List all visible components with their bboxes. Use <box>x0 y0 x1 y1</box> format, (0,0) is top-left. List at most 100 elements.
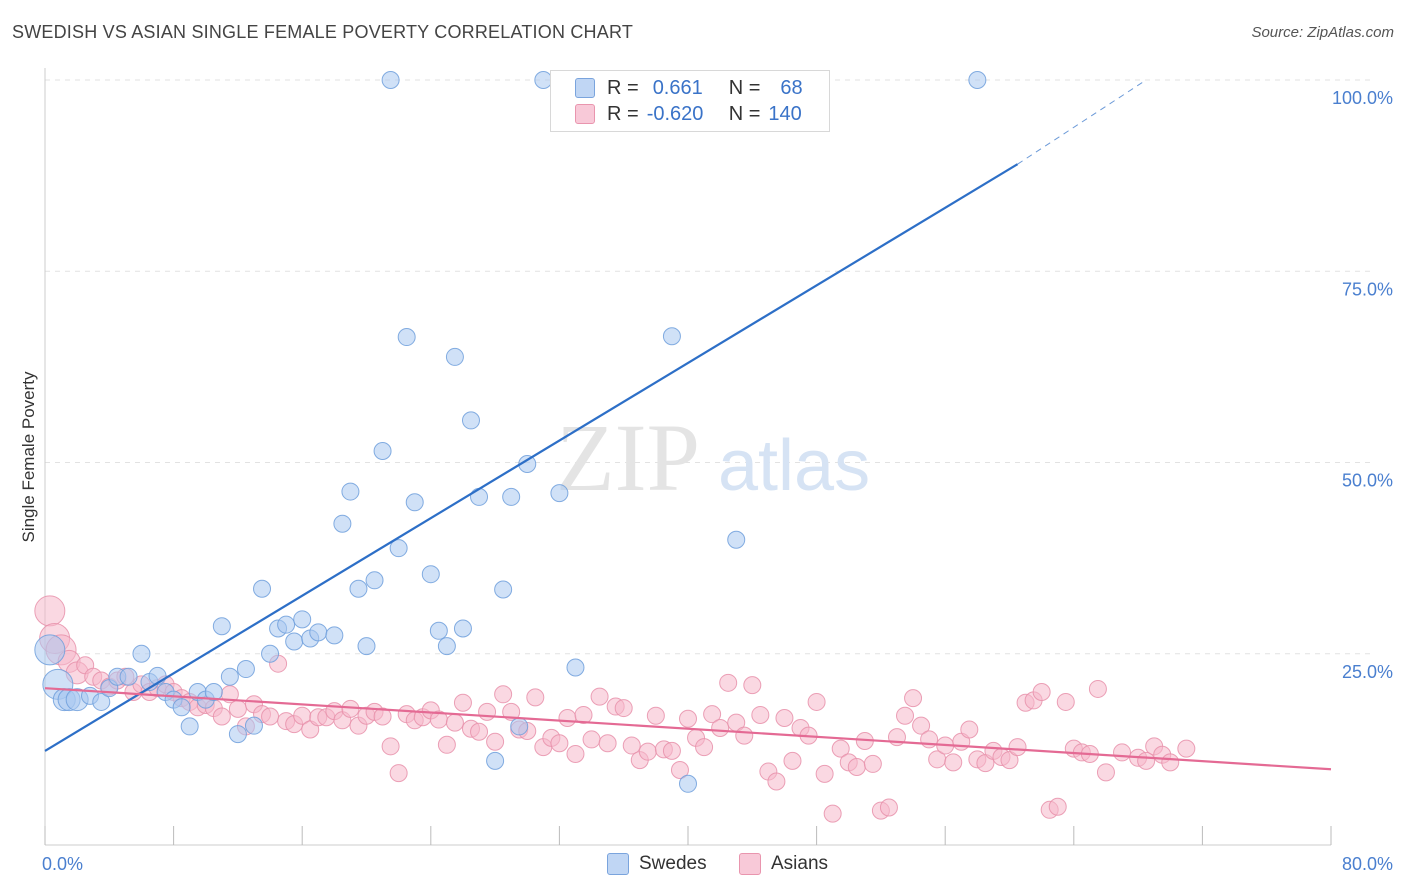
data-point <box>727 530 746 549</box>
data-point <box>244 716 263 735</box>
data-point <box>526 688 545 707</box>
data-point <box>614 699 633 718</box>
data-point <box>695 738 714 757</box>
data-point <box>119 667 138 686</box>
x-tick-label: 0.0% <box>42 854 83 874</box>
bottom-legend-label-swedes: Swedes <box>639 853 707 874</box>
data-point <box>277 615 296 634</box>
data-point <box>679 709 697 728</box>
data-point <box>389 764 408 783</box>
bottom-legend-label-asians: Asians <box>771 853 829 874</box>
data-point <box>349 579 368 598</box>
tick-labels: 100.0% 75.0% 50.0% 25.0% 0.0% 80.0% Single Fem… <box>19 88 1393 874</box>
data-point <box>566 744 585 763</box>
data-point <box>751 705 770 724</box>
legend-n-label: N = <box>728 102 761 125</box>
trend-line-swedes <box>44 163 1019 752</box>
data-point <box>453 693 472 712</box>
bottom-legend-asians: Asians <box>739 852 828 876</box>
data-point <box>566 658 585 677</box>
data-point <box>912 716 931 735</box>
watermark-zip: ZIP <box>556 404 700 511</box>
data-point <box>767 772 786 791</box>
data-point <box>180 717 199 736</box>
trend-lines <box>44 79 1332 771</box>
data-point <box>389 539 408 558</box>
data-point <box>437 637 456 656</box>
legend: R = 0.661 N = 68 R = -0.620 N = 140 <box>550 70 830 132</box>
data-point <box>502 487 521 506</box>
data-point <box>1113 743 1132 762</box>
data-point <box>944 753 963 772</box>
data-point <box>373 442 392 461</box>
y-tick-label: 25.0% <box>1342 662 1393 682</box>
legend-r-label: R = <box>607 102 639 125</box>
data-point <box>1161 753 1180 772</box>
legend-n-value: 140 <box>768 102 802 125</box>
grid-lines <box>45 79 1371 655</box>
bottom-legend-swatch-asians <box>739 853 761 875</box>
data-point <box>638 742 657 761</box>
data-point <box>831 739 850 758</box>
data-point <box>582 730 601 749</box>
data-point <box>711 718 730 737</box>
data-point <box>679 774 697 793</box>
data-point <box>815 764 834 783</box>
data-point <box>904 689 923 708</box>
legend-swatch-asians <box>575 104 595 124</box>
data-point <box>558 709 577 728</box>
data-point <box>1088 679 1107 698</box>
watermark: ZIP atlas <box>556 404 870 511</box>
data-point <box>478 702 497 721</box>
data-point <box>421 565 440 584</box>
y-tick-label: 75.0% <box>1342 279 1393 299</box>
data-point <box>309 623 328 642</box>
data-point <box>132 644 151 663</box>
y-tick-label: 50.0% <box>1342 471 1393 491</box>
data-point <box>429 621 448 640</box>
data-point <box>228 699 247 718</box>
data-point <box>550 484 569 503</box>
data-point <box>1048 797 1067 816</box>
y-tick-label: 100.0% <box>1332 88 1393 108</box>
legend-row-asians: R = -0.620 N = 140 <box>575 101 802 127</box>
bottom-legend-swedes: Swedes <box>607 852 707 876</box>
data-point <box>719 673 738 692</box>
swedes-points <box>34 71 987 793</box>
y-axis-title: Single Female Poverty <box>19 371 38 543</box>
bottom-legend-swatch-swedes <box>607 853 629 875</box>
data-point <box>381 737 400 756</box>
data-point <box>703 705 722 724</box>
data-point <box>823 804 842 823</box>
trend-line-swedes-extension <box>1017 79 1147 165</box>
data-point <box>34 634 66 666</box>
data-point <box>735 726 754 745</box>
data-point <box>325 626 344 645</box>
data-point <box>960 720 979 739</box>
data-point <box>437 735 456 754</box>
data-point <box>261 707 280 726</box>
data-point <box>662 741 681 760</box>
legend-n-value: 68 <box>780 76 803 99</box>
data-point <box>670 761 689 780</box>
data-point <box>470 722 489 741</box>
data-point <box>333 514 352 533</box>
data-point <box>453 619 472 638</box>
data-point <box>863 754 882 773</box>
data-point <box>662 327 681 346</box>
data-point <box>743 676 762 695</box>
data-point <box>405 493 424 512</box>
data-point <box>622 736 641 755</box>
data-point <box>365 571 384 590</box>
data-point <box>261 644 280 663</box>
data-point <box>461 411 480 430</box>
data-point <box>293 610 312 629</box>
data-point <box>445 347 464 366</box>
x-tick-label: 80.0% <box>1342 854 1393 874</box>
data-point <box>34 595 66 627</box>
data-point <box>204 683 223 701</box>
data-point <box>381 71 400 89</box>
data-point <box>510 717 529 736</box>
data-point <box>1177 739 1196 758</box>
data-point <box>550 734 569 753</box>
